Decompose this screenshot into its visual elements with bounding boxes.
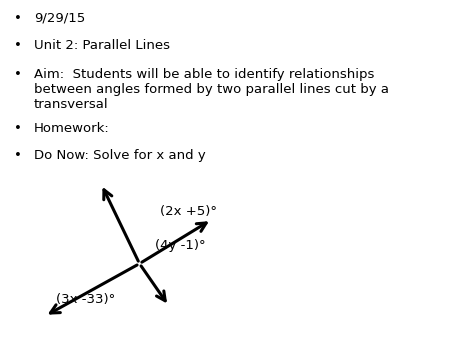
Text: (4y -1)°: (4y -1)° [155,239,206,251]
Text: •: • [14,149,22,162]
Text: (3x -33)°: (3x -33)° [56,293,116,306]
Text: (2x +5)°: (2x +5)° [160,205,217,218]
Text: •: • [14,68,22,80]
Text: •: • [14,39,22,52]
Text: •: • [14,122,22,135]
Text: Homework:: Homework: [34,122,109,135]
Text: Unit 2: Parallel Lines: Unit 2: Parallel Lines [34,39,170,52]
Text: Aim:  Students will be able to identify relationships
between angles formed by t: Aim: Students will be able to identify r… [34,68,389,111]
Text: 9/29/15: 9/29/15 [34,12,85,25]
Text: Do Now: Solve for x and y: Do Now: Solve for x and y [34,149,206,162]
Text: •: • [14,12,22,25]
